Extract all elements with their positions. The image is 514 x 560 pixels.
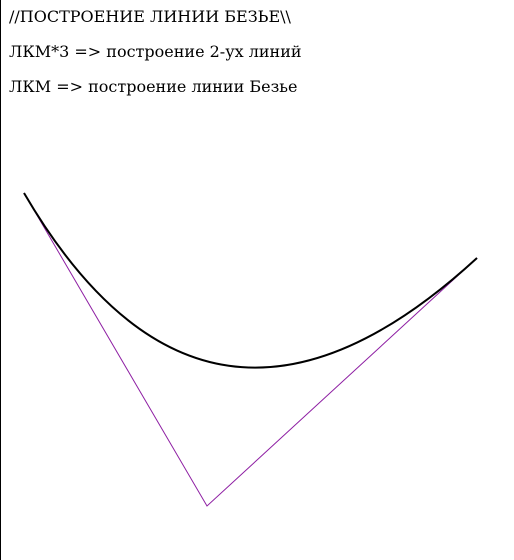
instructions-panel: //ПОСТРОЕНИЕ ЛИНИИ БЕЗЬЕ\\ ЛКМ*3 => пост…: [9, 7, 509, 112]
page-title: //ПОСТРОЕНИЕ ЛИНИИ БЕЗЬЕ\\: [9, 7, 291, 26]
hint-triple-click: ЛКМ*3 => построение 2-ух линий: [9, 42, 302, 61]
control-polyline: [23, 192, 478, 507]
bezier-curve: [23, 192, 478, 369]
window-left-border: [0, 0, 1, 560]
hint-click: ЛКМ => построение линии Безье: [9, 77, 298, 96]
